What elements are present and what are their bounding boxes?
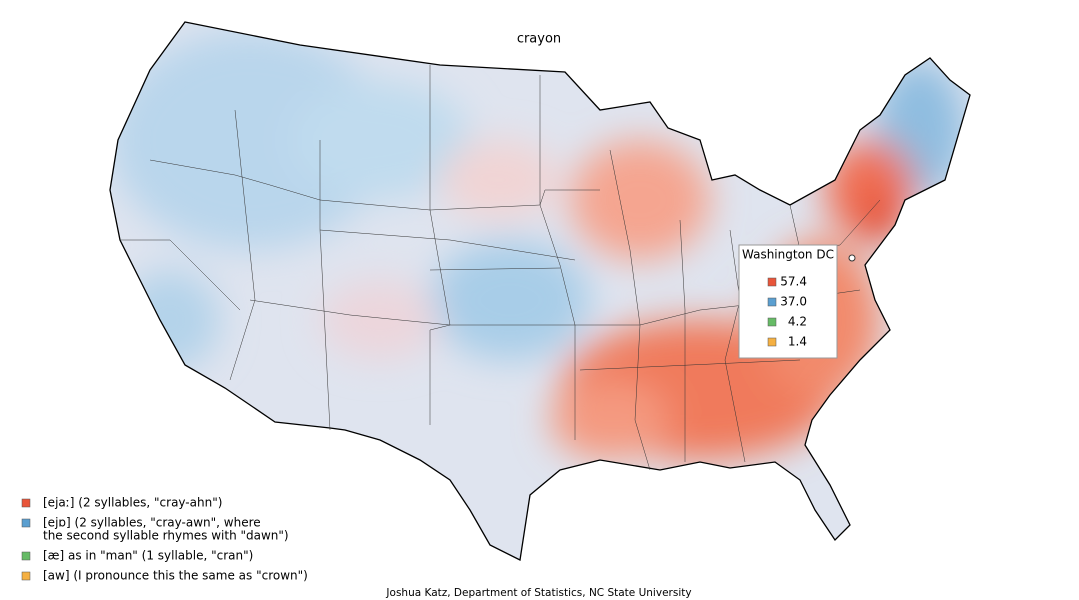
legend-label: [aw] (I pronounce this the same as "crow… bbox=[43, 569, 308, 583]
location-marker bbox=[848, 254, 856, 262]
tooltip-swatch bbox=[767, 297, 777, 307]
legend-label: [æ] as in "man" (1 syllable, "cran") bbox=[43, 549, 253, 563]
tooltip-value: 37.0 bbox=[780, 295, 807, 309]
tooltip: Washington DC bbox=[738, 244, 856, 359]
tooltip-value: 57.4 bbox=[780, 275, 807, 289]
tooltip-title: Washington DC bbox=[742, 248, 834, 262]
tooltip-swatch bbox=[767, 317, 777, 327]
tooltip-swatch bbox=[767, 337, 777, 347]
legend-label: [ejaː] (2 syllables, "cray-ahn") bbox=[43, 496, 222, 510]
legend-swatch bbox=[21, 498, 31, 508]
legend-swatch bbox=[21, 551, 31, 561]
legend-swatch bbox=[21, 571, 31, 581]
legend-label: [ejɒ] (2 syllables, "cray-awn", where bbox=[43, 516, 261, 530]
credit: Joshua Katz, Department of Statistics, N… bbox=[385, 587, 691, 599]
legend-label: the second syllable rhymes with "dawn") bbox=[43, 529, 289, 543]
legend-swatch bbox=[21, 518, 31, 528]
tooltip-value: 4.2 bbox=[788, 315, 807, 329]
tooltip-box bbox=[738, 244, 838, 359]
map-title: crayon bbox=[517, 32, 561, 47]
tooltip-value: 1.4 bbox=[788, 335, 807, 349]
tooltip-swatch bbox=[767, 277, 777, 287]
